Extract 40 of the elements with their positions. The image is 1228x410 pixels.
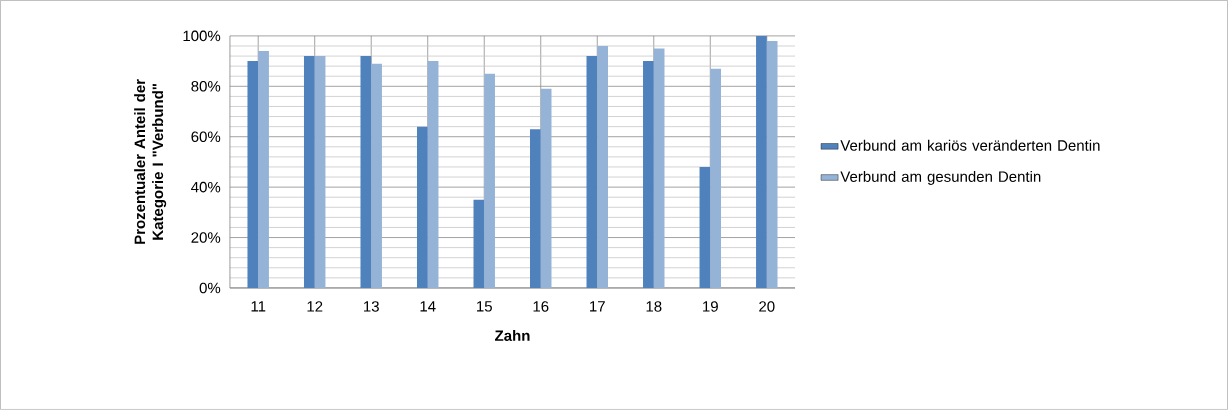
bar bbox=[643, 61, 654, 288]
legend-label: Verbund am kariös veränderten Dentin bbox=[840, 139, 1100, 151]
bar bbox=[473, 199, 485, 288]
legend-label: Verbund am gesunden Dentin bbox=[840, 170, 1041, 185]
bar bbox=[247, 61, 259, 288]
x-tick-label: 12 bbox=[307, 301, 323, 312]
bar bbox=[360, 56, 372, 288]
x-tick-label: 19 bbox=[703, 301, 718, 312]
bar bbox=[530, 129, 541, 288]
x-tick-label: 20 bbox=[759, 301, 775, 312]
bar bbox=[303, 56, 315, 288]
x-axis-title: Zahn bbox=[495, 330, 530, 342]
bar bbox=[427, 61, 439, 288]
bar bbox=[653, 48, 665, 288]
x-tick-label: 18 bbox=[646, 301, 662, 312]
x-tick-label: 17 bbox=[590, 301, 605, 312]
bar bbox=[371, 63, 382, 288]
bar bbox=[258, 51, 269, 288]
bar bbox=[597, 46, 608, 288]
bar bbox=[699, 167, 711, 288]
y-tick-label: 0% bbox=[199, 282, 221, 294]
x-tick-label: 15 bbox=[477, 301, 492, 312]
x-tick-label: 16 bbox=[533, 301, 549, 312]
y-tick-label: 20% bbox=[191, 232, 221, 243]
bar bbox=[586, 56, 598, 288]
x-tick-label: 13 bbox=[364, 301, 379, 312]
bar bbox=[710, 68, 722, 288]
y-tick-label: 40% bbox=[191, 181, 221, 193]
bar bbox=[540, 88, 552, 288]
x-tick-label: 14 bbox=[420, 301, 436, 312]
y-axis-title: Prozentualer Anteil der Kategorie I "Verbund" bbox=[134, 79, 167, 244]
x-tick-label: 11 bbox=[251, 301, 266, 312]
bar bbox=[484, 73, 495, 288]
bar bbox=[314, 56, 326, 288]
y-tick-label: 60% bbox=[191, 131, 221, 143]
y-tick-label: 80% bbox=[191, 81, 221, 92]
y-tick-label: 100% bbox=[183, 30, 221, 42]
bar bbox=[416, 126, 428, 288]
bar bbox=[766, 41, 778, 288]
bar bbox=[756, 35, 767, 288]
